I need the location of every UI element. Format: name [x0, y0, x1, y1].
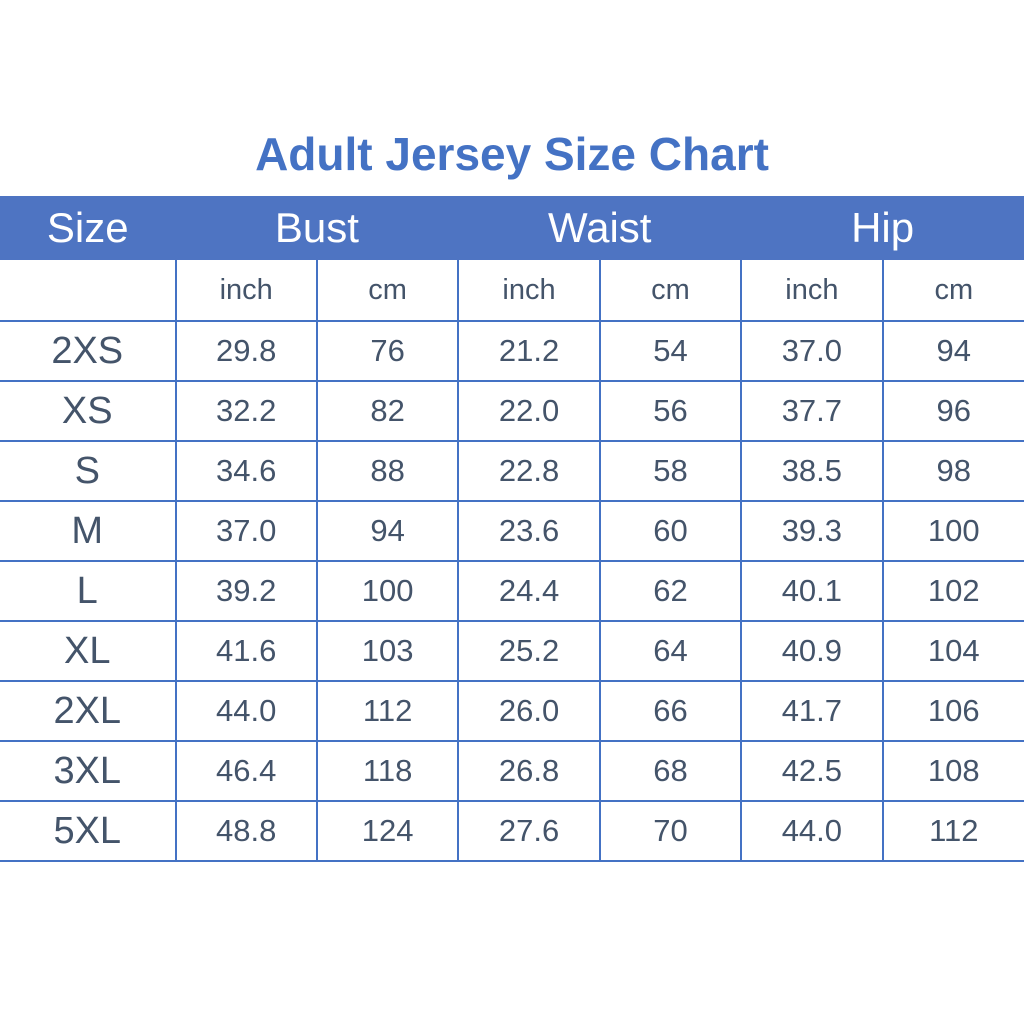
table-row: XS 32.2 82 22.0 56 37.7 96 — [0, 380, 1024, 442]
table-row: 3XL 46.4 118 26.8 68 42.5 108 — [0, 740, 1024, 802]
group-header-bust: Bust — [175, 196, 459, 260]
table-row: L 39.2 100 24.4 62 40.1 102 — [0, 560, 1024, 622]
value-cell: 40.9 — [740, 620, 884, 682]
table-row: 2XL 44.0 112 26.0 66 41.7 106 — [0, 680, 1024, 742]
value-cell: 39.3 — [740, 500, 884, 562]
value-cell: 40.1 — [740, 560, 884, 622]
value-cell: 104 — [881, 620, 1024, 682]
value-cell: 112 — [881, 800, 1024, 862]
size-cell: XL — [0, 620, 177, 682]
unit-header-empty — [0, 260, 177, 322]
value-cell: 94 — [315, 500, 460, 562]
value-cell: 22.8 — [457, 440, 601, 502]
table-row: S 34.6 88 22.8 58 38.5 98 — [0, 440, 1024, 502]
value-cell: 44.0 — [174, 680, 318, 742]
value-cell: 82 — [315, 380, 460, 442]
value-cell: 124 — [315, 800, 460, 862]
size-table: Size Bust Waist Hip inch cm inch cm inch… — [0, 196, 1024, 862]
unit-header-hip-inch: inch — [740, 260, 884, 322]
size-cell: S — [0, 440, 177, 502]
table-row: 2XS 29.8 76 21.2 54 37.0 94 — [0, 320, 1024, 382]
value-cell: 21.2 — [457, 320, 601, 382]
value-cell: 23.6 — [457, 500, 601, 562]
value-cell: 64 — [598, 620, 743, 682]
value-cell: 76 — [315, 320, 460, 382]
unit-header-waist-cm: cm — [598, 260, 743, 322]
value-cell: 34.6 — [174, 440, 318, 502]
value-cell: 70 — [598, 800, 743, 862]
value-cell: 58 — [598, 440, 743, 502]
page-title: Adult Jersey Size Chart — [255, 128, 769, 180]
value-cell: 102 — [881, 560, 1024, 622]
group-header-waist: Waist — [458, 196, 742, 260]
size-cell: XS — [0, 380, 177, 442]
value-cell: 56 — [598, 380, 743, 442]
value-cell: 68 — [598, 740, 743, 802]
unit-header-row: inch cm inch cm inch cm — [0, 260, 1024, 322]
value-cell: 46.4 — [174, 740, 318, 802]
size-cell: L — [0, 560, 177, 622]
value-cell: 96 — [881, 380, 1024, 442]
value-cell: 100 — [315, 560, 460, 622]
table-row: 5XL 48.8 124 27.6 70 44.0 112 — [0, 800, 1024, 862]
value-cell: 62 — [598, 560, 743, 622]
value-cell: 60 — [598, 500, 743, 562]
value-cell: 24.4 — [457, 560, 601, 622]
value-cell: 88 — [315, 440, 460, 502]
value-cell: 41.6 — [174, 620, 318, 682]
value-cell: 39.2 — [174, 560, 318, 622]
size-cell: M — [0, 500, 177, 562]
value-cell: 32.2 — [174, 380, 318, 442]
size-cell: 2XS — [0, 320, 177, 382]
value-cell: 26.0 — [457, 680, 601, 742]
group-header-size: Size — [0, 196, 176, 260]
table-row: XL 41.6 103 25.2 64 40.9 104 — [0, 620, 1024, 682]
value-cell: 42.5 — [740, 740, 884, 802]
value-cell: 118 — [315, 740, 460, 802]
value-cell: 25.2 — [457, 620, 601, 682]
group-header-row: Size Bust Waist Hip — [0, 196, 1024, 260]
value-cell: 98 — [881, 440, 1024, 502]
value-cell: 48.8 — [174, 800, 318, 862]
unit-header-bust-cm: cm — [315, 260, 460, 322]
value-cell: 108 — [881, 740, 1024, 802]
value-cell: 41.7 — [740, 680, 884, 742]
value-cell: 112 — [315, 680, 460, 742]
value-cell: 106 — [881, 680, 1024, 742]
value-cell: 100 — [881, 500, 1024, 562]
value-cell: 66 — [598, 680, 743, 742]
size-cell: 2XL — [0, 680, 177, 742]
value-cell: 37.0 — [174, 500, 318, 562]
value-cell: 38.5 — [740, 440, 884, 502]
unit-header-bust-inch: inch — [174, 260, 318, 322]
value-cell: 37.0 — [740, 320, 884, 382]
value-cell: 29.8 — [174, 320, 318, 382]
value-cell: 54 — [598, 320, 743, 382]
table-row: M 37.0 94 23.6 60 39.3 100 — [0, 500, 1024, 562]
size-cell: 5XL — [0, 800, 177, 862]
value-cell: 26.8 — [457, 740, 601, 802]
value-cell: 22.0 — [457, 380, 601, 442]
unit-header-hip-cm: cm — [881, 260, 1024, 322]
value-cell: 44.0 — [740, 800, 884, 862]
size-cell: 3XL — [0, 740, 177, 802]
value-cell: 37.7 — [740, 380, 884, 442]
unit-header-waist-inch: inch — [457, 260, 601, 322]
value-cell: 94 — [881, 320, 1024, 382]
value-cell: 27.6 — [457, 800, 601, 862]
value-cell: 103 — [315, 620, 460, 682]
group-header-hip: Hip — [741, 196, 1024, 260]
